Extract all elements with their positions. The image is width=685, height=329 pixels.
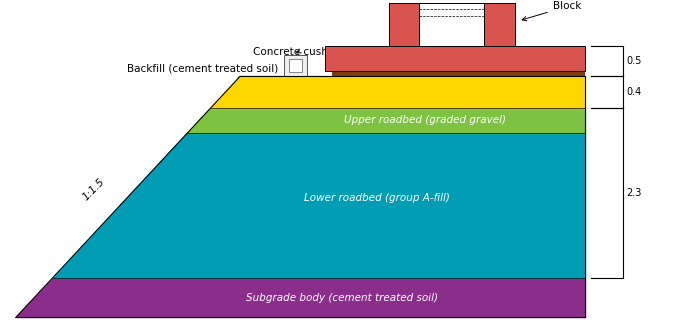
Bar xyxy=(332,71,585,76)
Bar xyxy=(419,3,484,46)
Polygon shape xyxy=(53,133,585,278)
Text: 2.3: 2.3 xyxy=(626,188,642,198)
Bar xyxy=(289,59,302,72)
Bar xyxy=(388,0,419,46)
Text: 1:1.5: 1:1.5 xyxy=(81,177,107,203)
Bar xyxy=(325,46,585,71)
Polygon shape xyxy=(187,108,585,133)
Text: Lower roadbed (group A-fill): Lower roadbed (group A-fill) xyxy=(303,193,449,203)
Text: Subgrade body (cement treated soil): Subgrade body (cement treated soil) xyxy=(247,292,438,303)
Polygon shape xyxy=(16,278,585,317)
Text: 0.4: 0.4 xyxy=(626,87,641,97)
Text: Backfill (cement treated soil): Backfill (cement treated soil) xyxy=(127,64,278,80)
Bar xyxy=(388,0,515,3)
Text: Block: Block xyxy=(522,2,581,21)
Text: Upper roadbed (graded gravel): Upper roadbed (graded gravel) xyxy=(344,115,506,125)
Polygon shape xyxy=(211,76,585,108)
Bar xyxy=(284,55,307,76)
Text: Concrete cushion: Concrete cushion xyxy=(253,47,343,57)
Text: Base plate: Base plate xyxy=(414,54,469,64)
Bar xyxy=(419,3,484,46)
Bar xyxy=(484,0,515,46)
Text: 0.5: 0.5 xyxy=(626,56,642,66)
